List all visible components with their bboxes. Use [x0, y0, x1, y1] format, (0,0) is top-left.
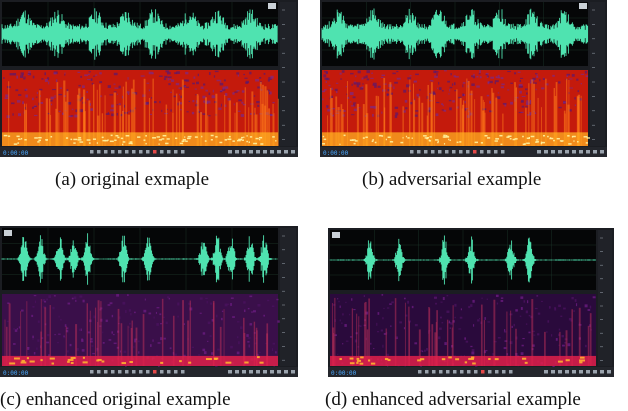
audio-editor-window-original: 0:00:00 [0, 0, 298, 157]
transport-toolbar [328, 367, 614, 377]
time-readout: 0:00:00 [323, 150, 349, 157]
ruler-ticks [282, 9, 285, 140]
caption-a: (a) original exmaple [55, 169, 210, 190]
time-readout: 0:00:00 [331, 370, 357, 377]
transport-toolbar [320, 147, 607, 157]
time-readout: 0:00:00 [3, 370, 29, 377]
spectrogram [2, 294, 280, 369]
toolbar-icons[interactable] [410, 150, 604, 154]
ruler-ticks [282, 235, 285, 361]
caption-c: (c) enhanced original example [0, 389, 231, 410]
waveform [321, 2, 589, 66]
spectrogram-view[interactable] [2, 294, 278, 366]
view-mode-icon[interactable] [332, 232, 340, 238]
audio-editor-window-enhanced-adversarial: 0:00:00 [328, 228, 614, 377]
toolbar-icons[interactable] [418, 370, 611, 374]
spectrogram-view[interactable] [330, 294, 596, 366]
waveform [1, 228, 278, 290]
view-mode-icon[interactable] [268, 3, 276, 9]
frequency-ruler [590, 2, 605, 146]
view-mode-icon[interactable] [4, 230, 12, 236]
audio-editor-window-enhanced-original: 0:00:00 [0, 226, 298, 377]
audio-editor-window-adversarial: 0:00:00 [320, 0, 607, 157]
caption-d: (d) enhanced adversarial example [325, 389, 581, 410]
audio-editor-view: 0:00:00 [0, 226, 298, 377]
time-readout: 0:00:00 [3, 150, 29, 157]
frequency-ruler [280, 2, 296, 146]
ruler-ticks [600, 237, 603, 361]
audio-editor-view: 0:00:00 [0, 0, 298, 157]
audio-editor-view: 0:00:00 [320, 0, 607, 157]
caption-b: (b) adversarial example [362, 169, 542, 190]
waveform [329, 230, 597, 290]
audio-editor-view: 0:00:00 [328, 228, 614, 377]
spectrogram [2, 70, 279, 146]
frequency-ruler [280, 228, 296, 366]
view-mode-icon[interactable] [579, 3, 587, 9]
waveform [1, 2, 278, 66]
spectrogram [330, 294, 596, 369]
spectrogram [322, 70, 591, 146]
toolbar-icons[interactable] [90, 150, 295, 154]
toolbar-icons[interactable] [90, 370, 295, 374]
frequency-ruler [598, 230, 612, 366]
ruler-ticks [592, 9, 595, 140]
